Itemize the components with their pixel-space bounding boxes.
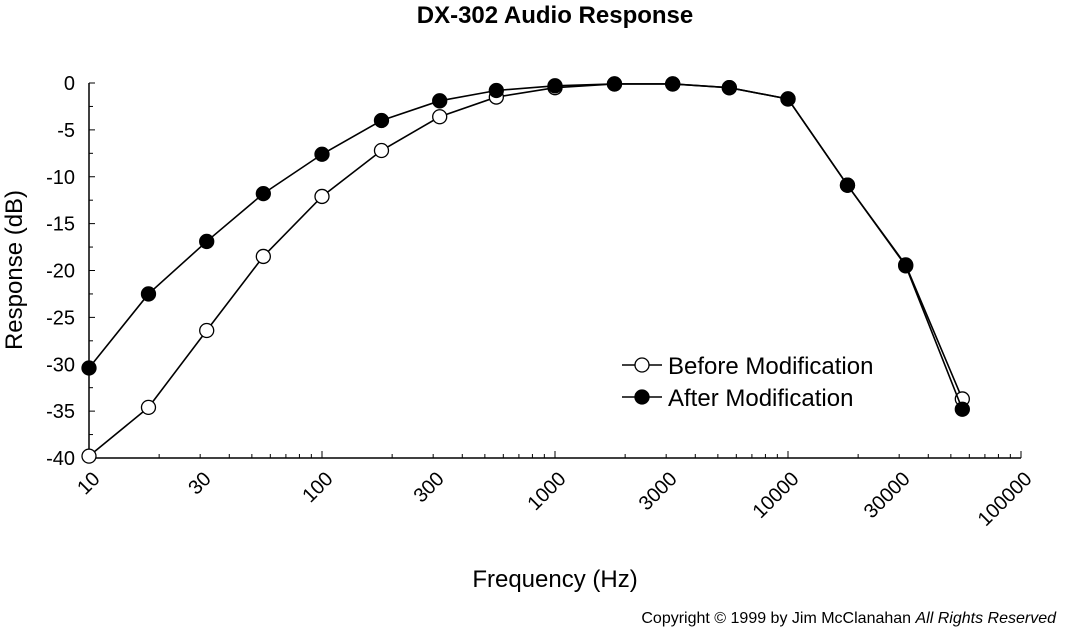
y-tick-label: -10	[46, 167, 75, 189]
data-point	[432, 109, 448, 125]
data-point	[314, 188, 330, 205]
legend-marker-filled	[634, 389, 650, 405]
y-tick-label: -5	[57, 120, 75, 142]
legend-marker-open	[634, 357, 650, 373]
data-point	[665, 76, 681, 92]
y-tick-label: -25	[46, 307, 75, 329]
chart-title: DX-302 Audio Response	[417, 2, 694, 29]
x-tick-label: 3000	[635, 468, 682, 515]
y-tick-label: -35	[46, 401, 75, 423]
data-point	[488, 82, 504, 99]
x-tick-label: 30000	[860, 468, 915, 523]
copyright-text: Copyright © 1999 by Jim McClanahan	[641, 610, 916, 627]
data-point	[140, 286, 157, 302]
y-tick-label: -20	[46, 261, 75, 283]
data-point	[898, 258, 914, 274]
copyright-notice: Copyright © 1999 by Jim McClanahan All R…	[641, 610, 1056, 628]
data-point	[373, 142, 390, 159]
data-point	[954, 401, 970, 417]
x-tick-label: 100	[298, 468, 337, 507]
x-tick-label: 1000	[524, 468, 571, 515]
data-point	[839, 177, 856, 193]
x-tick-label: 10	[73, 468, 104, 499]
series-layer	[81, 76, 970, 464]
data-point	[314, 146, 330, 162]
legend: Before Modification After Modification	[622, 353, 873, 412]
data-point	[81, 360, 97, 376]
rights-text: All Rights Reserved	[915, 610, 1057, 627]
data-point	[721, 80, 737, 96]
series-2	[81, 76, 970, 417]
legend-label: Before Modification	[668, 353, 873, 380]
data-point	[432, 93, 448, 109]
y-axis-label: Response (dB)	[1, 190, 28, 350]
y-tick-label: 0	[64, 73, 75, 95]
data-point	[606, 76, 623, 92]
data-point	[199, 233, 215, 250]
x-axis-label: Frequency (Hz)	[472, 566, 637, 593]
data-point	[140, 399, 157, 416]
data-point	[373, 112, 390, 129]
y-tick-label: -40	[46, 448, 75, 470]
y-tick-label: -15	[46, 214, 75, 236]
x-tick-label: 10000	[749, 468, 804, 523]
data-point	[780, 91, 796, 107]
data-point	[255, 248, 271, 265]
x-tick-label: 300	[410, 468, 449, 507]
chart: DX-302 Audio Response 0 -5 -10 -15 -20 -25 -30…	[1, 2, 1037, 593]
legend-label: After Modification	[668, 385, 853, 412]
series-line	[88, 83, 964, 410]
data-point	[547, 78, 563, 94]
data-point	[199, 322, 215, 339]
data-point	[255, 185, 271, 202]
x-tick-label: 30	[184, 468, 215, 499]
data-point	[81, 448, 97, 464]
y-tick-label: -30	[46, 354, 75, 376]
x-tick-label: 100000	[974, 468, 1037, 531]
